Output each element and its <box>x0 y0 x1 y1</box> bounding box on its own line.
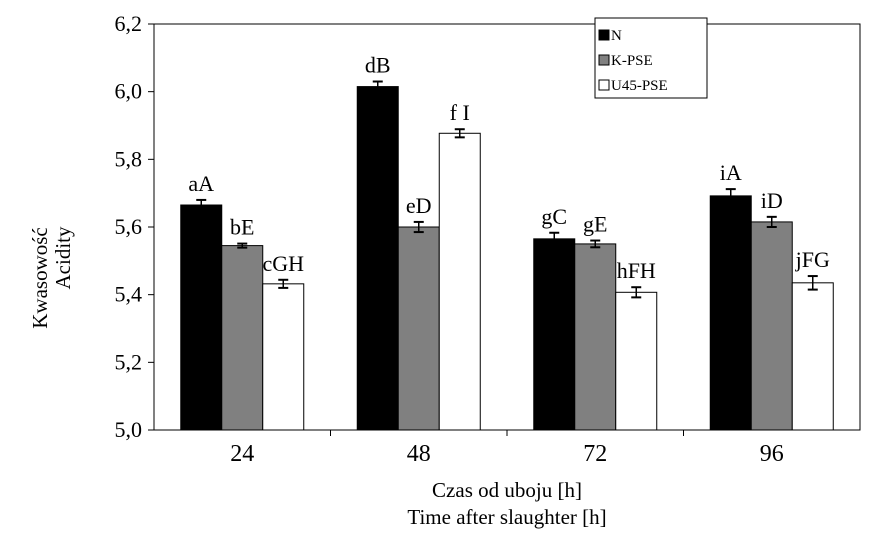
legend-box <box>594 17 708 99</box>
data-label: jFG <box>795 247 830 272</box>
y-tick-label: 5,2 <box>115 349 143 374</box>
legend: N K-PSE U45-PSE <box>594 17 708 99</box>
y-tick-label: 5,6 <box>115 214 143 239</box>
legend-label-n: N <box>611 28 622 44</box>
data-label: dB <box>365 53 391 78</box>
data-label: f I <box>450 100 470 125</box>
x-tick-label: 72 <box>583 441 607 467</box>
y-axis-title-line1: Kwasowość <box>28 227 52 328</box>
bar <box>750 221 793 431</box>
data-label: hFH <box>617 258 656 283</box>
bar <box>533 238 576 431</box>
legend-swatch-k-pse <box>598 54 610 66</box>
bar <box>791 282 834 431</box>
bar <box>615 291 658 431</box>
legend-swatch-n <box>598 29 610 41</box>
data-label: cGH <box>262 251 304 276</box>
y-axis: 5,0 5,2 5,4 5,6 5,8 6,0 6,2 <box>115 11 154 442</box>
y-axis-title-line2: Acidity <box>51 226 75 289</box>
bars-group <box>180 80 834 431</box>
bar <box>438 132 481 431</box>
data-label: gE <box>583 212 607 237</box>
data-label: iD <box>761 188 783 213</box>
x-tick-label: 96 <box>760 441 784 467</box>
x-axis-title-line2: Time after slaughter [h] <box>407 505 606 529</box>
bar <box>709 195 752 431</box>
y-axis-title: Kwasowość Acidity <box>28 226 75 329</box>
legend-label-u45-pse: U45-PSE <box>611 78 668 94</box>
data-label: gC <box>541 204 567 229</box>
bar <box>221 245 264 431</box>
x-axis-title: Czas od uboju [h] Time after slaughter [… <box>407 478 606 529</box>
data-label: iA <box>720 160 742 185</box>
x-axis: 24 48 72 96 <box>230 430 784 467</box>
bar <box>262 283 305 431</box>
y-tick-label: 5,0 <box>115 417 143 442</box>
data-labels-group: aA dB gC iA bE eD gE iD cGH f I hFH jFG <box>188 53 830 284</box>
data-label: aA <box>188 171 214 196</box>
bar <box>356 86 399 431</box>
y-tick-label: 6,0 <box>115 79 143 104</box>
legend-swatch-u45-pse <box>598 79 610 91</box>
y-tick-label: 5,4 <box>115 282 143 307</box>
x-tick-label: 24 <box>230 441 254 467</box>
bar <box>397 226 440 431</box>
bar <box>180 204 223 431</box>
data-label: bE <box>230 215 254 240</box>
data-label: eD <box>406 193 432 218</box>
y-tick-label: 6,2 <box>115 11 143 36</box>
legend-label-k-pse: K-PSE <box>611 53 653 69</box>
x-axis-title-line1: Czas od uboju [h] <box>432 478 582 502</box>
bar <box>574 243 617 431</box>
x-tick-label: 48 <box>407 441 431 467</box>
y-tick-label: 5,8 <box>115 146 143 171</box>
